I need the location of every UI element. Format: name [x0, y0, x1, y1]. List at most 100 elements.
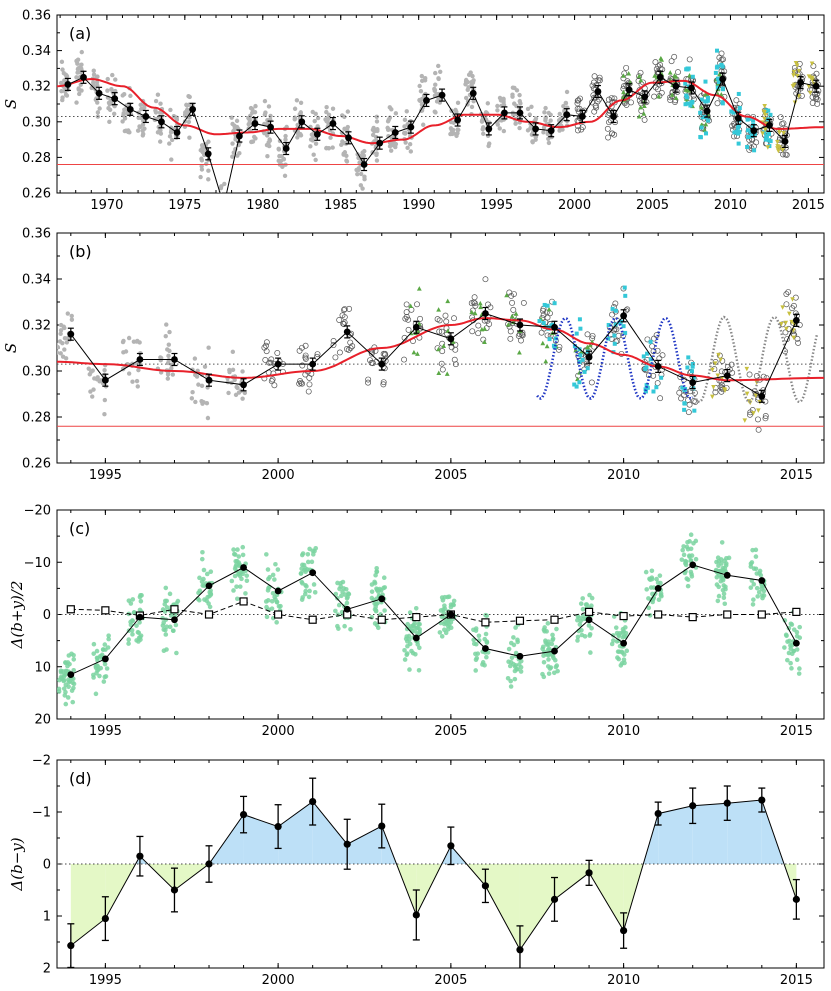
obs-gray-dot: [135, 128, 141, 133]
annual-mean-point: [758, 392, 766, 400]
obs-green-dot: [751, 582, 757, 587]
obs-yellow-triangle: [722, 387, 727, 392]
obs-cyan-square: [715, 48, 720, 53]
obs-open-circle: [651, 93, 658, 100]
obs-open-circle: [654, 86, 661, 93]
obs-gray-dot: [230, 349, 236, 355]
obs-open-circle: [644, 336, 651, 343]
obs-gray-dot: [113, 77, 118, 82]
obs-open-circle: [592, 102, 599, 109]
obs-green-dot: [586, 623, 592, 628]
obs-gray-dot: [497, 126, 502, 131]
obs-gray-dot: [463, 95, 469, 101]
obs-yellow-triangle: [762, 110, 767, 115]
obs-gray-dot: [137, 124, 143, 130]
annual-mean-point: [516, 109, 524, 117]
obs-green-dot: [167, 591, 173, 597]
annual-mean-point: [67, 330, 75, 338]
obs-green-dot: [718, 578, 724, 584]
obs-green-dot: [721, 595, 727, 601]
obs-green-dot: [716, 593, 722, 599]
x-tick-label: 1995: [89, 973, 122, 988]
obs-open-circle: [438, 360, 445, 367]
obs-gray-dot: [242, 390, 248, 396]
annual-mean-point: [641, 93, 649, 101]
obs-green-dot: [575, 634, 581, 640]
obs-green-triangle: [411, 349, 417, 355]
obs-open-circle: [779, 120, 785, 127]
y-tick-label: 0.32: [22, 80, 51, 95]
obs-open-circle: [518, 337, 524, 344]
obs-gray-dot: [121, 110, 126, 116]
obs-gray-dot: [123, 128, 129, 133]
obs-cyan-square: [766, 108, 771, 113]
obs-green-triangle: [636, 73, 642, 79]
obs-green-dot: [130, 632, 135, 637]
obs-open-circle: [341, 307, 347, 313]
obs-green-dot: [657, 573, 663, 578]
obs-gray-dot: [105, 88, 110, 93]
obs-gray-dot: [214, 201, 218, 205]
obs-green-dot: [693, 556, 699, 562]
obs-open-circle: [341, 319, 348, 326]
annual-mean-point: [240, 381, 247, 389]
obs-gray-dot: [215, 218, 219, 222]
obs-green-dot: [679, 557, 685, 562]
obs-gray-dot: [227, 369, 232, 375]
y-axis-label: S: [2, 343, 20, 353]
annual-mean-point: [585, 353, 593, 361]
obs-green-triangle: [469, 309, 475, 315]
fill-green-region: [589, 864, 624, 931]
obs-green-dot: [57, 689, 62, 694]
obs-green-dot: [229, 578, 235, 584]
obs-gray-dot: [134, 339, 139, 344]
annual-mean-point: [750, 127, 758, 135]
annual-mean-point: [578, 113, 586, 120]
obs-green-dot: [309, 559, 315, 565]
y-tick-label: 10: [34, 660, 51, 675]
fill-blue-region: [692, 803, 728, 864]
obs-green-dot: [515, 639, 520, 645]
annual-point: [620, 926, 628, 935]
obs-gray-dot: [313, 157, 318, 163]
obs-gray-dot: [470, 73, 475, 79]
obs-gray-dot: [102, 397, 108, 403]
obs-cyan-square: [613, 322, 618, 327]
obs-green-dot: [63, 701, 69, 707]
obs-gray-dot: [264, 142, 270, 148]
obs-green-dot: [580, 606, 586, 612]
obs-open-circle: [714, 100, 721, 107]
obs-green-dot: [575, 617, 580, 623]
obs-green-dot: [796, 671, 802, 676]
obs-yellow-triangle: [791, 335, 797, 341]
obs-gray-dot: [75, 70, 80, 75]
obs-green-dot: [721, 591, 727, 597]
x-tick-label: 2000: [558, 198, 591, 213]
obs-gray-dot: [402, 131, 408, 136]
obs-gray-dot: [220, 203, 224, 207]
obs-open-circle: [302, 342, 309, 349]
obs-yellow-triangle: [796, 68, 802, 74]
obs-open-circle: [762, 415, 769, 422]
obs-green-dot: [473, 641, 479, 647]
obs-yellow-triangle: [776, 145, 782, 150]
y-tick-label: −2: [32, 754, 51, 769]
obs-gray-dot: [262, 98, 268, 104]
obs-open-circle: [403, 313, 410, 320]
obs-green-dot: [202, 597, 207, 602]
obs-gray-dot: [246, 122, 251, 127]
obs-gray-dot: [74, 58, 79, 64]
obs-green-dot: [60, 669, 66, 674]
obs-cyan-square: [680, 385, 685, 390]
obs-green-dot: [553, 664, 559, 670]
obs-open-circle: [417, 315, 424, 322]
obs-gray-dot: [358, 171, 364, 177]
obs-green-dot: [512, 676, 518, 682]
obs-open-circle: [809, 94, 816, 101]
obs-green-dot: [231, 551, 237, 557]
obs-cyan-square: [549, 323, 554, 328]
obs-green-dot: [103, 674, 109, 679]
obs-green-dot: [681, 552, 687, 558]
obs-cyan-square: [645, 385, 650, 390]
obs-gray-dot: [95, 110, 101, 115]
